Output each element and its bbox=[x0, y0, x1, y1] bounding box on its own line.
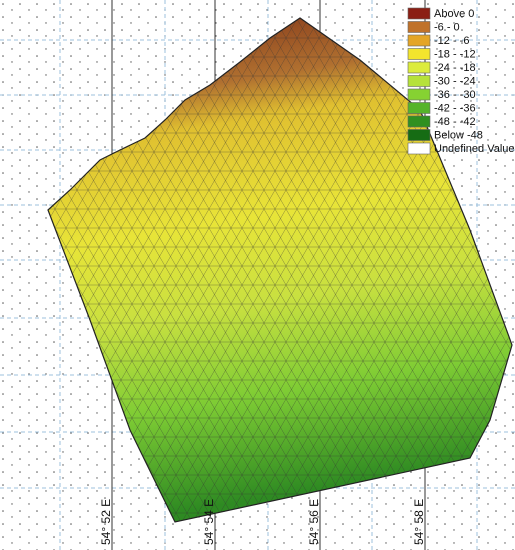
legend-swatch bbox=[408, 8, 430, 19]
legend-label: -42 - -36 bbox=[434, 102, 476, 114]
legend-label: -6 - 0 bbox=[434, 21, 460, 33]
map: Above 0-6 - 0-12 - -6-18 - -12-24 - -18-… bbox=[0, 0, 515, 550]
legend-swatch bbox=[408, 49, 430, 60]
legend-label: -18 - -12 bbox=[434, 48, 476, 60]
legend-swatch bbox=[408, 116, 430, 127]
legend-label: -24 - -18 bbox=[434, 62, 476, 74]
legend-label: Below -48 bbox=[434, 129, 483, 141]
legend-swatch bbox=[408, 22, 430, 33]
legend-label: Above 0 bbox=[434, 8, 474, 20]
longitude-label: 54° 52 E bbox=[99, 499, 113, 545]
legend-label: -36 - -30 bbox=[434, 89, 476, 101]
legend-label: Undefined Value bbox=[434, 143, 515, 155]
legend-swatch bbox=[408, 62, 430, 73]
legend-swatch bbox=[408, 143, 430, 154]
longitude-label: 54° 56 E bbox=[307, 499, 321, 545]
legend-swatch bbox=[408, 103, 430, 114]
longitude-label: 54° 58 E bbox=[412, 499, 426, 545]
legend-label: -48 - -42 bbox=[434, 116, 476, 128]
legend-swatch bbox=[408, 76, 430, 87]
legend-label: -30 - -24 bbox=[434, 75, 476, 87]
legend-swatch bbox=[408, 130, 430, 141]
legend-swatch bbox=[408, 89, 430, 100]
legend-label: -12 - -6 bbox=[434, 35, 469, 47]
longitude-label: 54° 54 E bbox=[202, 499, 216, 545]
legend-swatch bbox=[408, 35, 430, 46]
page: {"legend": {"items": [ {"label": "Above … bbox=[0, 0, 515, 550]
